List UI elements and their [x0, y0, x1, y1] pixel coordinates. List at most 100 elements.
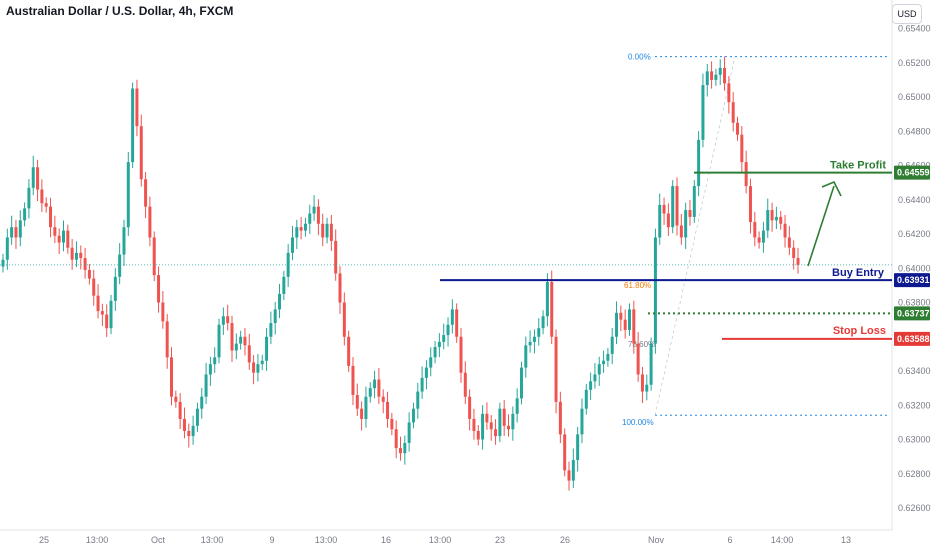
candle-body [571, 460, 575, 481]
candle-body [459, 336, 463, 373]
candle-body [584, 389, 588, 409]
candle-body [481, 413, 485, 440]
buy-arrow-shaft [807, 185, 835, 267]
candle-body [122, 227, 126, 255]
x-tick-label: 26 [560, 535, 570, 545]
candle-body [437, 341, 441, 348]
candle-body [170, 357, 174, 397]
candle-body [273, 309, 277, 324]
candle-body [347, 336, 351, 366]
candle-body [308, 213, 312, 224]
candle-body [524, 345, 528, 368]
candle-body [226, 316, 230, 324]
candle-body [420, 377, 424, 392]
candle-body [18, 220, 22, 238]
candle-body [515, 398, 519, 414]
candle-body [684, 210, 688, 238]
y-tick-label: 0.65400 [898, 24, 931, 34]
candle-body [10, 227, 14, 238]
candle-body [589, 381, 593, 390]
fib-label-100: 100.00% [622, 418, 654, 427]
candle-body [217, 324, 221, 358]
candle-body [195, 408, 199, 426]
take-profit-label: Take Profit [830, 160, 886, 172]
candle-body [256, 364, 260, 373]
candle-body [597, 364, 601, 375]
candle-body [364, 396, 368, 419]
candle-body [502, 408, 506, 426]
candle-body [234, 343, 238, 351]
candle-body [53, 227, 57, 236]
candle-body [386, 401, 390, 419]
candle-body [766, 210, 770, 231]
candle-body [567, 470, 571, 481]
candle-body [260, 360, 264, 365]
candle-body [558, 401, 562, 435]
candle-body [5, 237, 9, 260]
candle-body [342, 302, 346, 337]
candle-body [416, 391, 420, 409]
candle-body [96, 295, 100, 312]
candle-body [377, 379, 381, 397]
candle-body [761, 230, 765, 243]
candle-body [373, 379, 377, 389]
candle-body [316, 206, 320, 224]
x-tick-label: 23 [495, 535, 505, 545]
x-tick-label: 16 [381, 535, 391, 545]
candle-body [355, 394, 359, 409]
candle-body [714, 74, 718, 80]
candle-body [511, 413, 515, 430]
candle-body [360, 408, 364, 419]
x-tick-label: 25 [39, 535, 49, 545]
dotted-level-tag-value: 0.63737 [897, 308, 930, 318]
candle-body [87, 269, 91, 279]
candle-body [265, 336, 269, 361]
candle-body [744, 162, 748, 187]
y-tick-label: 0.64200 [898, 229, 931, 239]
candle-body [645, 384, 649, 392]
candle-body [498, 408, 502, 437]
x-tick-label: Nov [648, 535, 665, 545]
candle-body [679, 225, 683, 238]
candle-body [269, 323, 273, 337]
candle-body [49, 206, 53, 228]
candle-body [1, 259, 5, 267]
candle-body [40, 189, 44, 204]
candle-body [79, 252, 83, 259]
candle-body [368, 388, 372, 397]
candle-body [446, 324, 450, 336]
candle-body [636, 343, 640, 375]
candle-body [770, 210, 774, 221]
candle-body [390, 418, 394, 430]
candle-body [74, 252, 78, 260]
candle-body [403, 442, 407, 454]
candle-body [61, 230, 65, 243]
candle-body [701, 85, 705, 140]
candle-body [299, 227, 303, 231]
stop-loss-tag-value: 0.63588 [897, 334, 930, 344]
candle-body [100, 311, 104, 315]
candle-body [182, 418, 186, 431]
fib-label-0: 0.00% [628, 53, 651, 62]
x-tick-label: 9 [269, 535, 274, 545]
candle-body [615, 312, 619, 337]
candle-body [753, 222, 757, 238]
candle-body [545, 281, 549, 317]
candle-body [602, 360, 606, 365]
x-tick-label: 6 [727, 535, 732, 545]
candle-body [230, 323, 234, 351]
candle-body [208, 364, 212, 375]
candle-body [338, 273, 342, 303]
candle-body [472, 418, 476, 431]
candle-body [757, 237, 761, 243]
candle-body [165, 321, 169, 358]
candle-body [532, 336, 536, 342]
candle-body [779, 216, 783, 224]
candle-body [247, 345, 251, 363]
candle-body [321, 223, 325, 238]
candle-body [334, 240, 338, 274]
candle-body [295, 227, 299, 238]
candle-body [57, 235, 61, 243]
buy-arrow-head [821, 180, 842, 197]
